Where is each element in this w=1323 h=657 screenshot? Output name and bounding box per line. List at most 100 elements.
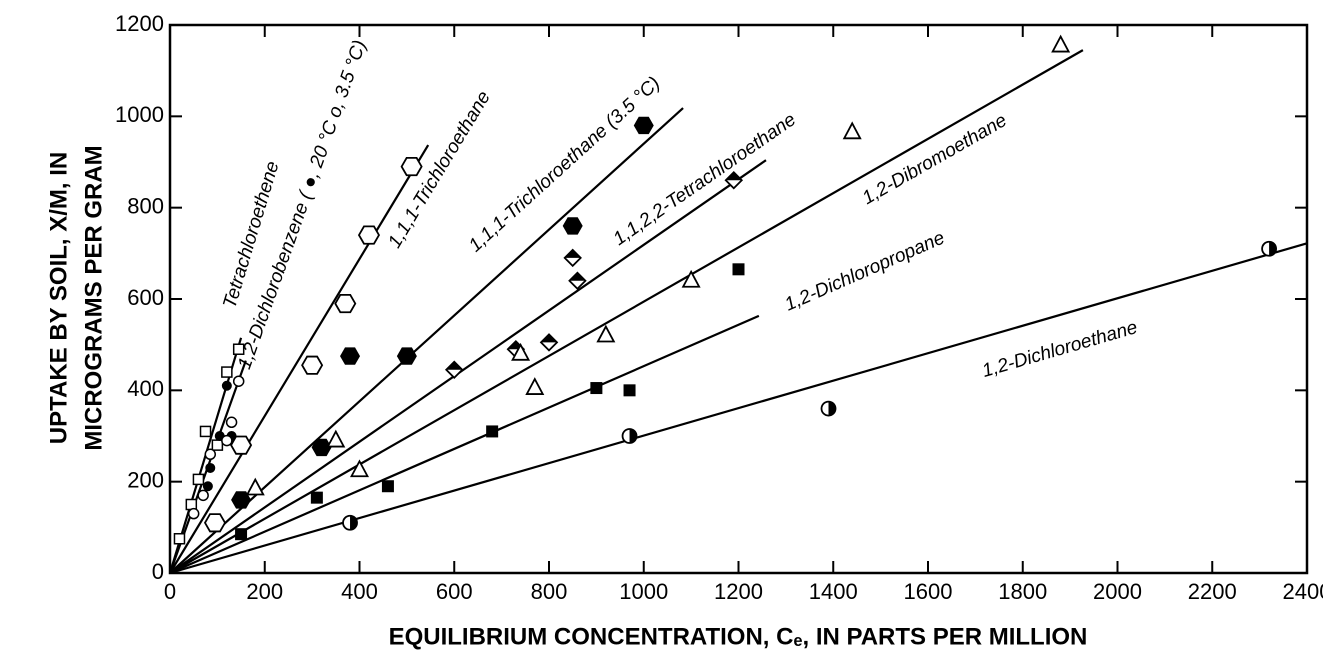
data-point xyxy=(1051,34,1071,53)
y-tick-label: 400 xyxy=(127,376,164,401)
marker-shape xyxy=(187,507,200,520)
marker-shape xyxy=(232,375,245,387)
marker-shape xyxy=(681,269,701,288)
data-point xyxy=(235,528,248,541)
marker-shape xyxy=(629,429,637,443)
marker-shape xyxy=(192,473,205,486)
data-point xyxy=(396,347,417,365)
marker-shape xyxy=(400,157,423,177)
marker-shape xyxy=(525,377,545,395)
data-point xyxy=(381,480,394,493)
marker-shape xyxy=(231,491,252,509)
fit-label: 1,2-Dibromoethane xyxy=(859,110,1011,209)
y-axis-label: MICROGRAMS PER GRAM xyxy=(80,145,107,450)
fit-line xyxy=(169,314,760,575)
marker-shape xyxy=(569,272,586,281)
marker-shape xyxy=(842,121,862,140)
data-point xyxy=(357,225,381,245)
data-point xyxy=(192,473,205,486)
data-point xyxy=(623,384,636,397)
marker-shape xyxy=(1051,34,1071,53)
fit-label: 1,2-Dichloroethane xyxy=(980,317,1140,382)
marker-shape xyxy=(203,513,227,533)
marker-shape xyxy=(230,435,253,455)
data-point xyxy=(621,428,638,444)
marker-shape xyxy=(221,380,232,391)
data-point xyxy=(311,438,332,457)
data-point xyxy=(350,459,369,478)
y-tick-label: 600 xyxy=(127,285,164,310)
x-tick-label: 0 xyxy=(164,579,176,604)
marker-shape xyxy=(541,334,557,343)
marker-shape xyxy=(199,425,212,438)
data-point xyxy=(334,294,357,314)
y-tick-label: 1200 xyxy=(115,11,164,36)
data-point xyxy=(732,263,745,276)
data-point xyxy=(211,439,224,451)
data-point xyxy=(221,366,233,378)
marker-shape xyxy=(564,249,581,258)
x-tick-label: 800 xyxy=(531,579,568,604)
marker-shape xyxy=(235,528,248,541)
marker-shape xyxy=(197,489,209,502)
data-point xyxy=(326,429,346,448)
data-point xyxy=(173,533,186,545)
data-point xyxy=(724,170,744,190)
fit-label: 1,2-Dichloropropane xyxy=(782,227,948,315)
fit-line xyxy=(169,49,1084,574)
data-point xyxy=(204,448,217,461)
data-point xyxy=(203,513,227,533)
data-point xyxy=(596,324,616,343)
data-point xyxy=(202,481,213,492)
marker-shape xyxy=(173,533,186,545)
data-point xyxy=(301,355,324,375)
marker-shape xyxy=(350,459,369,478)
marker-shape xyxy=(301,355,324,375)
y-tick-label: 0 xyxy=(152,559,164,584)
x-tick-label: 1800 xyxy=(998,579,1047,604)
marker-shape xyxy=(245,477,265,496)
marker-shape xyxy=(310,491,323,504)
y-tick-label: 800 xyxy=(127,193,164,218)
data-point xyxy=(1261,240,1277,257)
x-axis-label: EQUILIBRIUM CONCENTRATION, Cₑ, IN PARTS … xyxy=(389,623,1088,650)
marker-shape xyxy=(211,439,224,451)
data-point xyxy=(187,507,200,520)
marker-shape xyxy=(326,429,346,448)
data-point xyxy=(539,333,559,352)
data-point xyxy=(820,400,837,417)
data-point xyxy=(340,347,361,365)
data-point xyxy=(225,416,238,429)
data-point xyxy=(197,489,209,502)
marker-shape xyxy=(334,294,357,314)
data-point xyxy=(681,269,701,288)
data-point xyxy=(232,375,245,387)
data-point xyxy=(525,377,545,395)
x-tick-label: 200 xyxy=(246,579,283,604)
x-tick-label: 400 xyxy=(341,579,378,604)
marker-shape xyxy=(623,384,636,397)
marker-shape xyxy=(732,263,745,276)
marker-shape xyxy=(311,438,332,457)
marker-shape xyxy=(590,382,603,395)
data-point xyxy=(342,514,358,531)
marker-shape xyxy=(1269,241,1277,256)
data-point xyxy=(245,477,265,496)
data-point xyxy=(221,380,232,391)
x-tick-label: 1000 xyxy=(619,579,668,604)
marker-shape xyxy=(596,324,616,343)
data-point xyxy=(230,435,253,455)
data-point xyxy=(842,121,862,140)
data-point xyxy=(400,157,423,177)
data-point xyxy=(199,425,212,438)
data-point xyxy=(562,217,583,235)
data-point xyxy=(221,434,233,447)
fit-line xyxy=(169,144,430,574)
fit-line xyxy=(169,107,684,574)
x-tick-label: 1600 xyxy=(904,579,953,604)
data-point xyxy=(633,116,654,135)
marker-shape xyxy=(225,416,238,429)
marker-shape xyxy=(340,347,361,365)
